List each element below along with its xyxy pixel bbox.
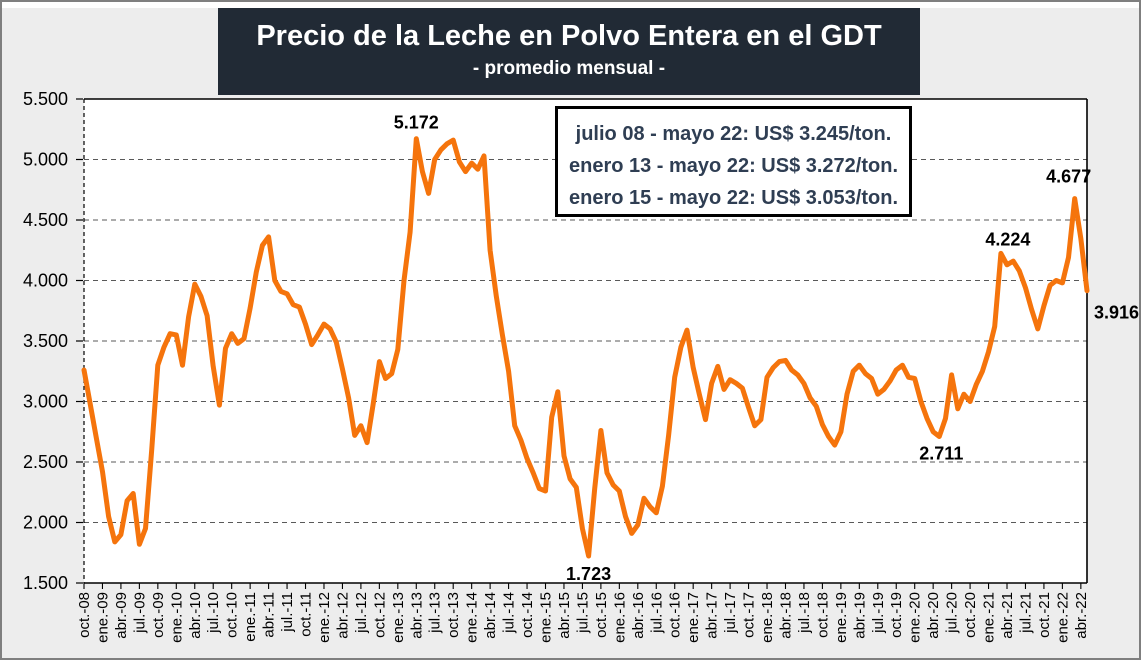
- x-tick-label: abr.-09: [113, 592, 130, 639]
- x-tick-label: oct.-13: [445, 592, 462, 638]
- page-title: Precio de la Leche en Polvo Entera en el…: [256, 20, 882, 52]
- y-tick-label: 1.500: [23, 573, 68, 593]
- data-label-5.172: 5.172: [394, 113, 439, 133]
- x-tick-label: abr.-18: [777, 592, 794, 639]
- y-tick-label: 5.500: [23, 89, 68, 109]
- x-tick-label: jul.-18: [796, 592, 813, 634]
- x-tick-label: oct.-16: [667, 592, 684, 638]
- x-tick-label: jul.-11: [279, 592, 296, 633]
- x-tick-label: jul.-09: [131, 592, 148, 634]
- x-tick-label: abr.-15: [556, 592, 573, 639]
- x-tick-label: abr.-20: [925, 592, 942, 639]
- x-tick-label: jul.-20: [944, 592, 961, 634]
- x-tick-label: jul.-13: [427, 592, 444, 634]
- x-tick-label: jul.-17: [722, 592, 739, 634]
- y-tick-label: 4.000: [23, 271, 68, 291]
- x-tick-label: abr.-14: [482, 592, 499, 639]
- y-tick-label: 4.500: [23, 210, 68, 230]
- x-tick-label: oct.-18: [814, 592, 831, 638]
- x-tick-label: ene.-09: [94, 592, 111, 643]
- x-tick-label: oct.-09: [150, 592, 167, 638]
- x-tick-label: ene.-19: [833, 592, 850, 643]
- x-tick-label: abr.-10: [187, 592, 204, 639]
- data-label-3.916: 3.916: [1094, 303, 1139, 323]
- data-label-2.711: 2.711: [919, 443, 963, 463]
- x-tick-label: oct.-12: [371, 592, 388, 638]
- y-tick-label: 3.500: [23, 331, 68, 351]
- x-tick-label: ene.-17: [685, 592, 702, 643]
- x-tick-label: oct.-14: [519, 592, 536, 638]
- x-tick-label: oct.-19: [888, 592, 905, 638]
- x-tick-label: oct.-10: [224, 592, 241, 638]
- x-tick-label: ene.-12: [316, 592, 333, 643]
- x-tick-label: abr.-11: [261, 592, 278, 638]
- x-tick-label: jul.-16: [648, 592, 665, 634]
- x-tick-label: ene.-15: [538, 592, 555, 643]
- stat-line-ene13: enero 13 - mayo 22: US$ 3.272/ton.: [568, 155, 899, 177]
- x-tick-label: jul.-19: [870, 592, 887, 634]
- stat-line-jul08: julio 08 - mayo 22: US$ 3.245/ton.: [575, 123, 892, 145]
- x-tick-label: abr.-16: [630, 592, 647, 639]
- x-tick-label: ene.-21: [981, 592, 998, 643]
- top-strip: [2, 2, 1139, 8]
- x-tick-label: abr.-19: [851, 592, 868, 639]
- y-tick-label: 3.000: [23, 392, 68, 412]
- x-tick-label: oct.-08: [76, 592, 93, 638]
- data-label-1.723: 1.723: [566, 564, 611, 584]
- chart-title-bar: Precio de la Leche en Polvo Entera en el…: [218, 8, 920, 95]
- x-tick-label: abr.-22: [1073, 592, 1090, 639]
- x-tick-label: ene.-11: [242, 592, 259, 642]
- data-label-4.224: 4.224: [985, 229, 1030, 249]
- x-tick-label: ene.-13: [390, 592, 407, 643]
- price-line: [81, 136, 1090, 559]
- x-tick-label: abr.-17: [704, 592, 721, 639]
- x-tick-label: ene.-14: [464, 592, 481, 643]
- y-tick-label: 2.500: [23, 452, 68, 472]
- x-tick-label: abr.-12: [334, 592, 351, 639]
- stats-box: julio 08 - mayo 22: US$ 3.245/ton. enero…: [555, 106, 912, 217]
- x-tick-label: jul.-12: [353, 592, 370, 634]
- x-tick-label: jul.-10: [205, 592, 222, 634]
- x-tick-label: oct.-15: [593, 592, 610, 638]
- x-tick-label: ene.-18: [759, 592, 776, 643]
- data-label-4.677: 4.677: [1046, 167, 1091, 187]
- x-tick-label: oct.-17: [741, 592, 758, 638]
- x-tick-label: abr.-21: [999, 592, 1016, 639]
- x-tick-label: ene.-22: [1054, 592, 1071, 643]
- y-tick-label: 5.000: [23, 150, 68, 170]
- x-tick-label: oct.-20: [962, 592, 979, 638]
- stat-line-ene15: enero 15 - mayo 22: US$ 3.053/ton.: [568, 187, 899, 209]
- x-tick-label: jul.-15: [574, 592, 591, 634]
- x-tick-label: oct.-21: [1036, 592, 1053, 638]
- x-tick-label: oct.-11: [298, 592, 315, 637]
- chart-subtitle: - promedio mensual -: [472, 58, 666, 79]
- x-tick-label: abr.-13: [408, 592, 425, 639]
- x-tick-label: ene.-20: [907, 592, 924, 643]
- x-tick-label: jul.-14: [501, 592, 518, 634]
- x-tick-label: jul.-21: [1017, 592, 1034, 634]
- y-tick-label: 2.000: [23, 513, 68, 533]
- x-tick-label: ene.-16: [611, 592, 628, 643]
- x-tick-label: ene.-10: [168, 592, 185, 643]
